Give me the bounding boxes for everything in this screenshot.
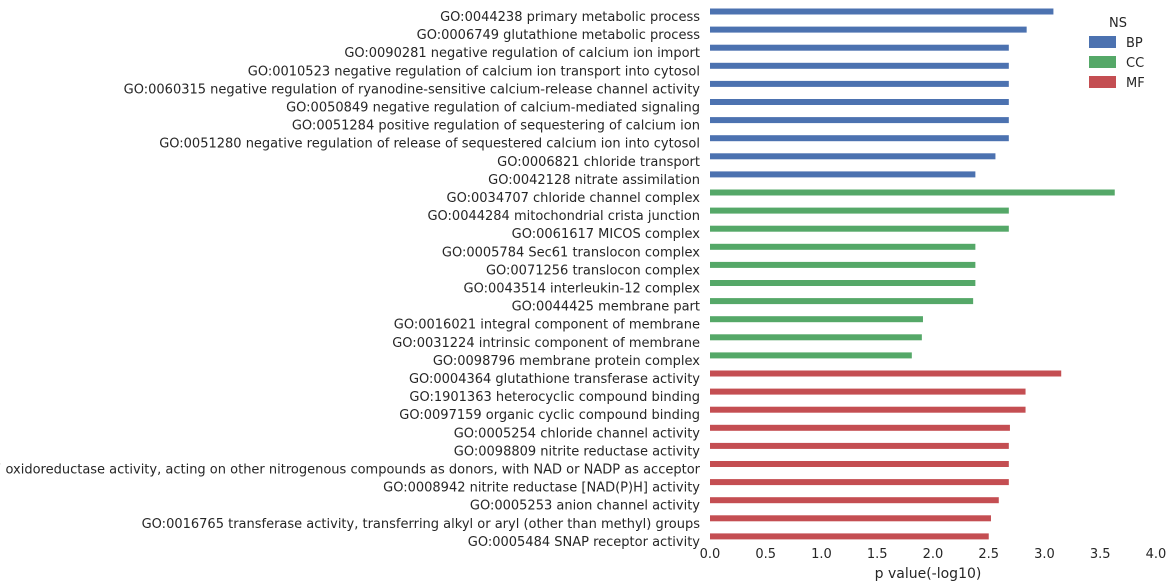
legend-label-bp: BP	[1126, 36, 1143, 51]
y-tick-label: GO:0043514 interleukin-12 complex	[464, 282, 701, 297]
bar-bp	[710, 99, 1009, 105]
y-tick-label: GO:0034707 chloride channel complex	[447, 191, 701, 206]
bar-bp	[710, 62, 1009, 69]
bar-cc	[710, 225, 1009, 232]
bar-bp	[710, 26, 1027, 33]
x-tick-label: 1.0	[811, 547, 832, 562]
y-tick-label: GO:0050849 negative regulation of calciu…	[286, 101, 700, 116]
y-tick-label: GO:0005784 Sec61 translocon complex	[442, 245, 700, 260]
bar-mf	[710, 388, 1026, 395]
legend: NS BP CC MF	[1089, 16, 1145, 91]
y-tick-label: GO:0004364 glutathione transferase activ…	[409, 372, 700, 387]
bar-bp	[710, 8, 1054, 15]
x-tick-label: 3.5	[1090, 547, 1111, 562]
bar-mf	[710, 479, 1009, 486]
y-tick-label: GO:0016765 transferase activity, transfe…	[142, 517, 701, 532]
bar-mf	[710, 442, 1009, 449]
bar-bp	[710, 44, 1009, 51]
y-tick-label: GO:0031224 intrinsic component of membra…	[392, 336, 700, 351]
bar-cc	[710, 316, 923, 323]
bar-bp	[710, 80, 1009, 87]
y-tick-label: GO:0060315 negative regulation of ryanod…	[124, 82, 701, 97]
bar-bp	[710, 117, 1009, 124]
x-axis-label: p value(-log10)	[875, 566, 982, 582]
x-tick-label: 4.0	[1146, 547, 1167, 562]
x-tick-label: 1.5	[867, 547, 888, 562]
bar-mf	[710, 461, 1009, 467]
bar-mf	[710, 370, 1062, 377]
y-tick-label: GO:0008942 nitrite reductase [NAD(P)H] a…	[383, 481, 700, 496]
bar-bp	[710, 171, 976, 178]
legend-title: NS	[1109, 16, 1127, 31]
bar-cc	[710, 243, 976, 250]
legend-label-cc: CC	[1126, 56, 1144, 71]
x-tick-label: 2.0	[923, 547, 944, 562]
y-tick-label: GO:0044238 primary metabolic process	[440, 10, 700, 25]
y-tick-labels: GO:0044238 primary metabolic process GO:0…	[0, 10, 701, 550]
y-tick-label: GO:0005484 SNAP receptor activity	[468, 535, 701, 550]
x-tick-labels: 0.0 0.5 1.0 1.5 2.0 2.5 3.0 3.5 4.0	[700, 547, 1167, 562]
y-tick-label: GO:0005253 anion channel activity	[470, 499, 700, 514]
bars-layer	[710, 8, 1115, 540]
bar-mf	[710, 424, 1010, 431]
legend-swatch-cc	[1089, 56, 1116, 68]
bar-mf	[710, 515, 991, 522]
legend-entries: BP CC MF	[1089, 36, 1145, 91]
y-tick-label: GO:1901363 heterocyclic compound binding	[409, 390, 700, 405]
y-tick-label: GO:0090281 negative regulation of calciu…	[344, 46, 700, 61]
bar-mf	[710, 533, 989, 540]
y-tick-label: GO:0046857 oxidoreductase activity, acti…	[0, 463, 701, 478]
y-tick-label: GO:0097159 organic cyclic compound bindi…	[399, 408, 700, 423]
y-tick-label: GO:0071256 translocon complex	[486, 263, 700, 278]
legend-swatch-bp	[1089, 36, 1116, 48]
x-tick-label: 0.0	[700, 547, 721, 562]
y-tick-label: GO:0098796 membrane protein complex	[433, 354, 700, 369]
y-tick-label: GO:0016021 integral component of membran…	[394, 318, 700, 333]
bar-cc	[710, 334, 922, 341]
y-tick-label: GO:0044425 membrane part	[512, 300, 700, 315]
bar-cc	[710, 207, 1009, 214]
y-tick-label: GO:0051280 negative regulation of releas…	[159, 137, 700, 152]
y-tick-label: GO:0042128 nitrate assimilation	[488, 173, 700, 188]
bar-cc	[710, 261, 976, 268]
legend-swatch-mf	[1089, 76, 1116, 88]
y-tick-label: GO:0061617 MICOS complex	[512, 227, 701, 242]
y-tick-label: GO:0010523 negative regulation of calciu…	[248, 64, 700, 79]
y-tick-label: GO:0051284 positive regulation of seques…	[292, 119, 700, 134]
legend-label-mf: MF	[1126, 76, 1145, 91]
y-tick-label: GO:0006749 glutathione metabolic process	[417, 28, 701, 43]
x-tick-label: 2.5	[978, 547, 999, 562]
y-tick-label: GO:0044284 mitochondrial crista junction	[427, 209, 700, 224]
bar-cc	[710, 280, 976, 286]
bar-cc	[710, 298, 974, 305]
x-tick-label: 3.0	[1034, 547, 1055, 562]
y-tick-label: GO:0098809 nitrite reductase activity	[454, 444, 701, 459]
y-tick-label: GO:0006821 chloride transport	[497, 155, 700, 170]
bar-bp	[710, 135, 1009, 142]
y-tick-label: GO:0005254 chloride channel activity	[454, 426, 701, 441]
bar-cc	[710, 352, 912, 359]
bar-bp	[710, 153, 996, 160]
bar-mf	[710, 406, 1026, 413]
x-tick-label: 0.5	[755, 547, 776, 562]
bar-cc	[710, 189, 1115, 196]
bar-mf	[710, 497, 999, 504]
